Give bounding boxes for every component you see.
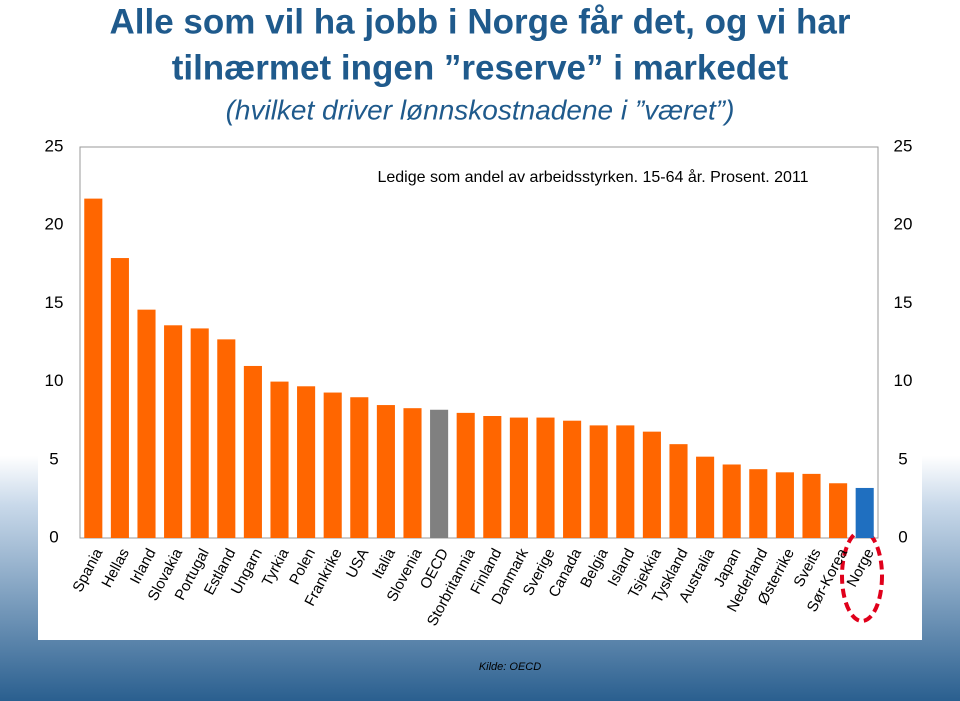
bar (217, 339, 236, 538)
y2-tick-label: 5 (898, 449, 907, 468)
bar (829, 483, 848, 538)
bar (509, 417, 528, 538)
bar (696, 456, 715, 538)
bar (376, 405, 395, 538)
y2-tick-label: 10 (894, 371, 913, 390)
bar (137, 309, 156, 538)
y-tick-label: 10 (45, 371, 64, 390)
bar (536, 417, 555, 538)
bar (855, 487, 874, 538)
bar (483, 416, 502, 538)
bar (616, 425, 635, 538)
bar (456, 412, 475, 538)
y2-tick-label: 0 (898, 527, 907, 546)
bar (110, 258, 129, 538)
y-tick-label: 0 (49, 527, 58, 546)
bar (589, 425, 608, 538)
y-tick-label: 25 (45, 136, 64, 155)
bar (802, 473, 821, 538)
bar (563, 420, 582, 538)
bar (669, 444, 688, 538)
source: Kilde: OECD (479, 661, 541, 673)
bar (350, 397, 369, 538)
bar (722, 464, 741, 538)
bar (430, 409, 449, 538)
chart-title: Ledige som andel av arbeidsstyrken. 15-6… (377, 168, 808, 186)
y-tick-label: 5 (49, 449, 58, 468)
bar (403, 408, 422, 538)
bar (749, 469, 768, 538)
bar (297, 386, 316, 538)
bar (84, 198, 103, 538)
y-tick-label: 20 (45, 215, 64, 234)
bar (164, 325, 183, 538)
bar (270, 381, 289, 538)
title-line: tilnærmet ingen ”reserve” i markedet (172, 48, 789, 87)
bar (323, 392, 342, 538)
bar (190, 328, 209, 538)
bar (243, 365, 262, 538)
y2-tick-label: 15 (894, 293, 913, 312)
title-line: Alle som vil ha jobb i Norge får det, og… (110, 2, 851, 41)
y-tick-label: 15 (45, 293, 64, 312)
subtitle: (hvilket driver lønnskostnadene i ”været… (226, 94, 735, 125)
chart-panel (38, 128, 922, 640)
plot-frame (79, 146, 879, 539)
y2-tick-label: 25 (894, 136, 913, 155)
bar (642, 431, 661, 538)
y2-tick-label: 20 (894, 215, 913, 234)
bar (775, 472, 794, 538)
